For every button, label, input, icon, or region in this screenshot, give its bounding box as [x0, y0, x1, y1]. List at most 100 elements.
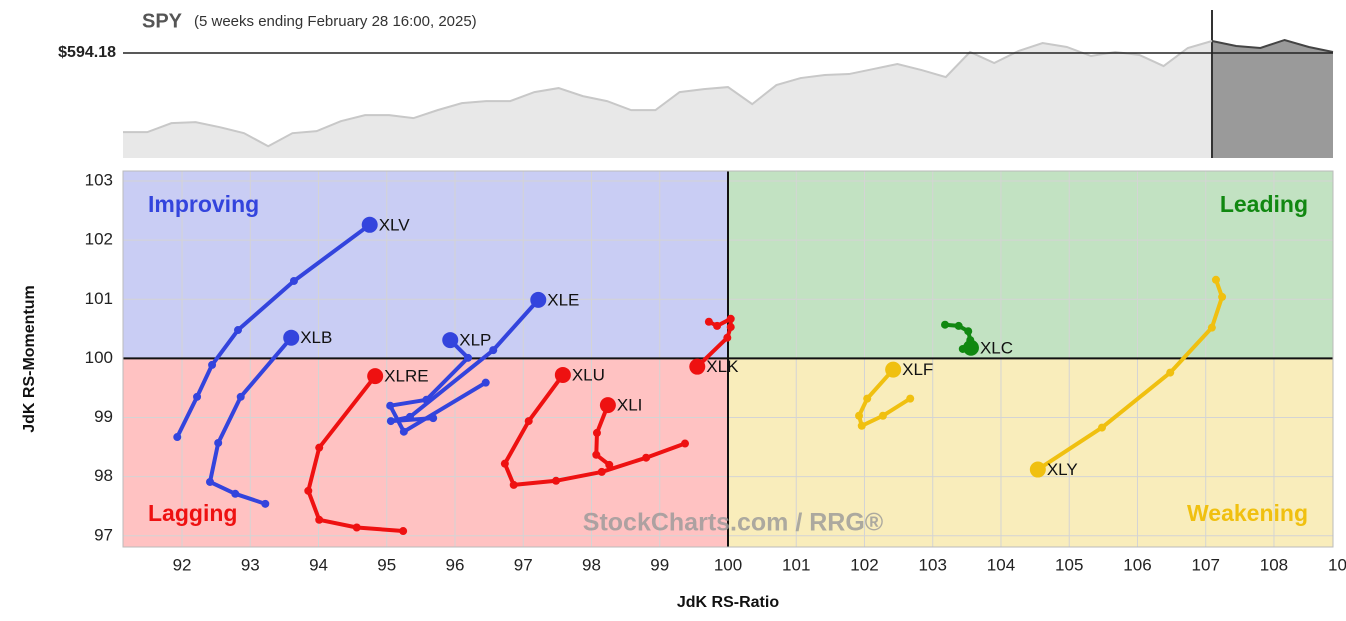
tail-point	[855, 411, 864, 420]
tail-point	[1097, 423, 1106, 432]
tail-line	[857, 367, 913, 428]
tail-point	[500, 459, 509, 468]
tail-point	[429, 414, 438, 423]
plot-frame	[122, 170, 1334, 548]
series-label: XLE	[547, 290, 579, 309]
tail-point	[906, 394, 915, 403]
series-label: XLK	[706, 357, 739, 376]
series-label: XLY	[1047, 460, 1078, 479]
tail-point	[524, 417, 533, 426]
x-tick-label: 100	[714, 555, 742, 574]
x-tick-label: 102	[850, 555, 878, 574]
tail-head	[367, 368, 384, 385]
series-label: XLP	[459, 331, 491, 350]
y-tick-label: 98	[94, 466, 113, 485]
tail-point	[315, 443, 324, 452]
x-tick-label: 99	[650, 555, 669, 574]
y-tick-label: 102	[85, 230, 113, 249]
series-label: XLB	[300, 328, 332, 347]
x-axis-title: JdK RS-Ratio	[677, 594, 779, 611]
tail-point	[592, 450, 601, 459]
x-tick-label: 104	[987, 555, 1015, 574]
y-tick-label: 97	[94, 525, 113, 544]
x-tick-label: 94	[309, 555, 328, 574]
tail-head	[442, 332, 459, 349]
tail-point	[954, 321, 963, 330]
tail-head	[885, 361, 902, 378]
tail-head	[283, 329, 300, 346]
quadrant-label: Leading	[1220, 191, 1308, 217]
tail-line	[502, 372, 688, 487]
tail-point	[386, 417, 395, 426]
series-label: XLV	[379, 215, 411, 234]
tail-point	[193, 392, 202, 401]
tail-point	[1166, 368, 1175, 377]
tail-point	[726, 323, 735, 332]
series-label: XLI	[617, 396, 643, 415]
tail-head	[530, 291, 547, 308]
tail-head	[554, 366, 571, 383]
tail-point	[878, 411, 887, 420]
tail-point	[552, 476, 561, 485]
chart-subtitle: (5 weeks ending February 28 16:00, 2025)	[194, 13, 477, 30]
tail-point	[173, 433, 182, 442]
x-tick-label: 108	[1260, 555, 1288, 574]
series-label: XLF	[902, 360, 933, 379]
tail-point	[713, 321, 722, 330]
y-tick-label: 101	[85, 289, 113, 308]
tail-point	[463, 353, 472, 362]
quadrant	[123, 171, 728, 359]
tail-head	[361, 216, 378, 233]
tail-point	[481, 378, 490, 387]
x-tick-label: 105	[1055, 555, 1083, 574]
tail-point	[964, 327, 973, 336]
tail-point	[206, 477, 215, 486]
tail-line	[208, 335, 294, 506]
tail-point	[597, 467, 606, 476]
tail-point	[857, 421, 866, 430]
tail-point	[261, 499, 270, 508]
tail-head	[689, 358, 706, 375]
quadrant-label: Lagging	[148, 500, 237, 526]
tail-point	[941, 320, 950, 329]
x-tick-label: 97	[514, 555, 533, 574]
x-tick-label: 103	[919, 555, 947, 574]
y-tick-label: 99	[94, 407, 113, 426]
y-axis-title: JdK RS-Momentum	[21, 285, 38, 433]
reference-label: $594.18	[58, 44, 116, 61]
x-tick-label: 92	[173, 555, 192, 574]
tail-point	[726, 314, 735, 323]
tail-point	[289, 276, 298, 285]
tail-point	[399, 427, 408, 436]
x-tick-label: 93	[241, 555, 260, 574]
x-tick-label: 98	[582, 555, 601, 574]
x-tick-label: 101	[782, 555, 810, 574]
tail-point	[214, 438, 223, 447]
tail-head	[1029, 461, 1046, 478]
tail-point	[315, 515, 324, 524]
x-tick-label: 107	[1192, 555, 1220, 574]
tail-point	[1207, 323, 1216, 332]
price-line	[123, 40, 1213, 148]
chart-title: SPY	[142, 10, 183, 32]
x-tick-label: 96	[446, 555, 465, 574]
watermark: StockCharts.com / RRG®	[583, 509, 884, 537]
tail-point	[386, 401, 395, 410]
tail-point	[509, 480, 518, 489]
quadrant	[728, 358, 1333, 547]
tail-point	[863, 394, 872, 403]
series-label: XLU	[572, 365, 605, 384]
tail-head	[962, 339, 979, 356]
series-label: XLC	[980, 338, 1013, 357]
tail-line	[388, 338, 488, 434]
price-area-recent	[1212, 39, 1333, 159]
tail-point	[208, 360, 217, 369]
tail-point	[233, 326, 242, 335]
tail-point	[704, 317, 713, 326]
x-tick-label: 95	[377, 555, 396, 574]
tail-point	[236, 392, 245, 401]
series-label: XLRE	[384, 367, 428, 386]
tail-line	[306, 374, 406, 534]
tail-point	[592, 428, 601, 437]
y-tick-label: 100	[85, 348, 113, 367]
